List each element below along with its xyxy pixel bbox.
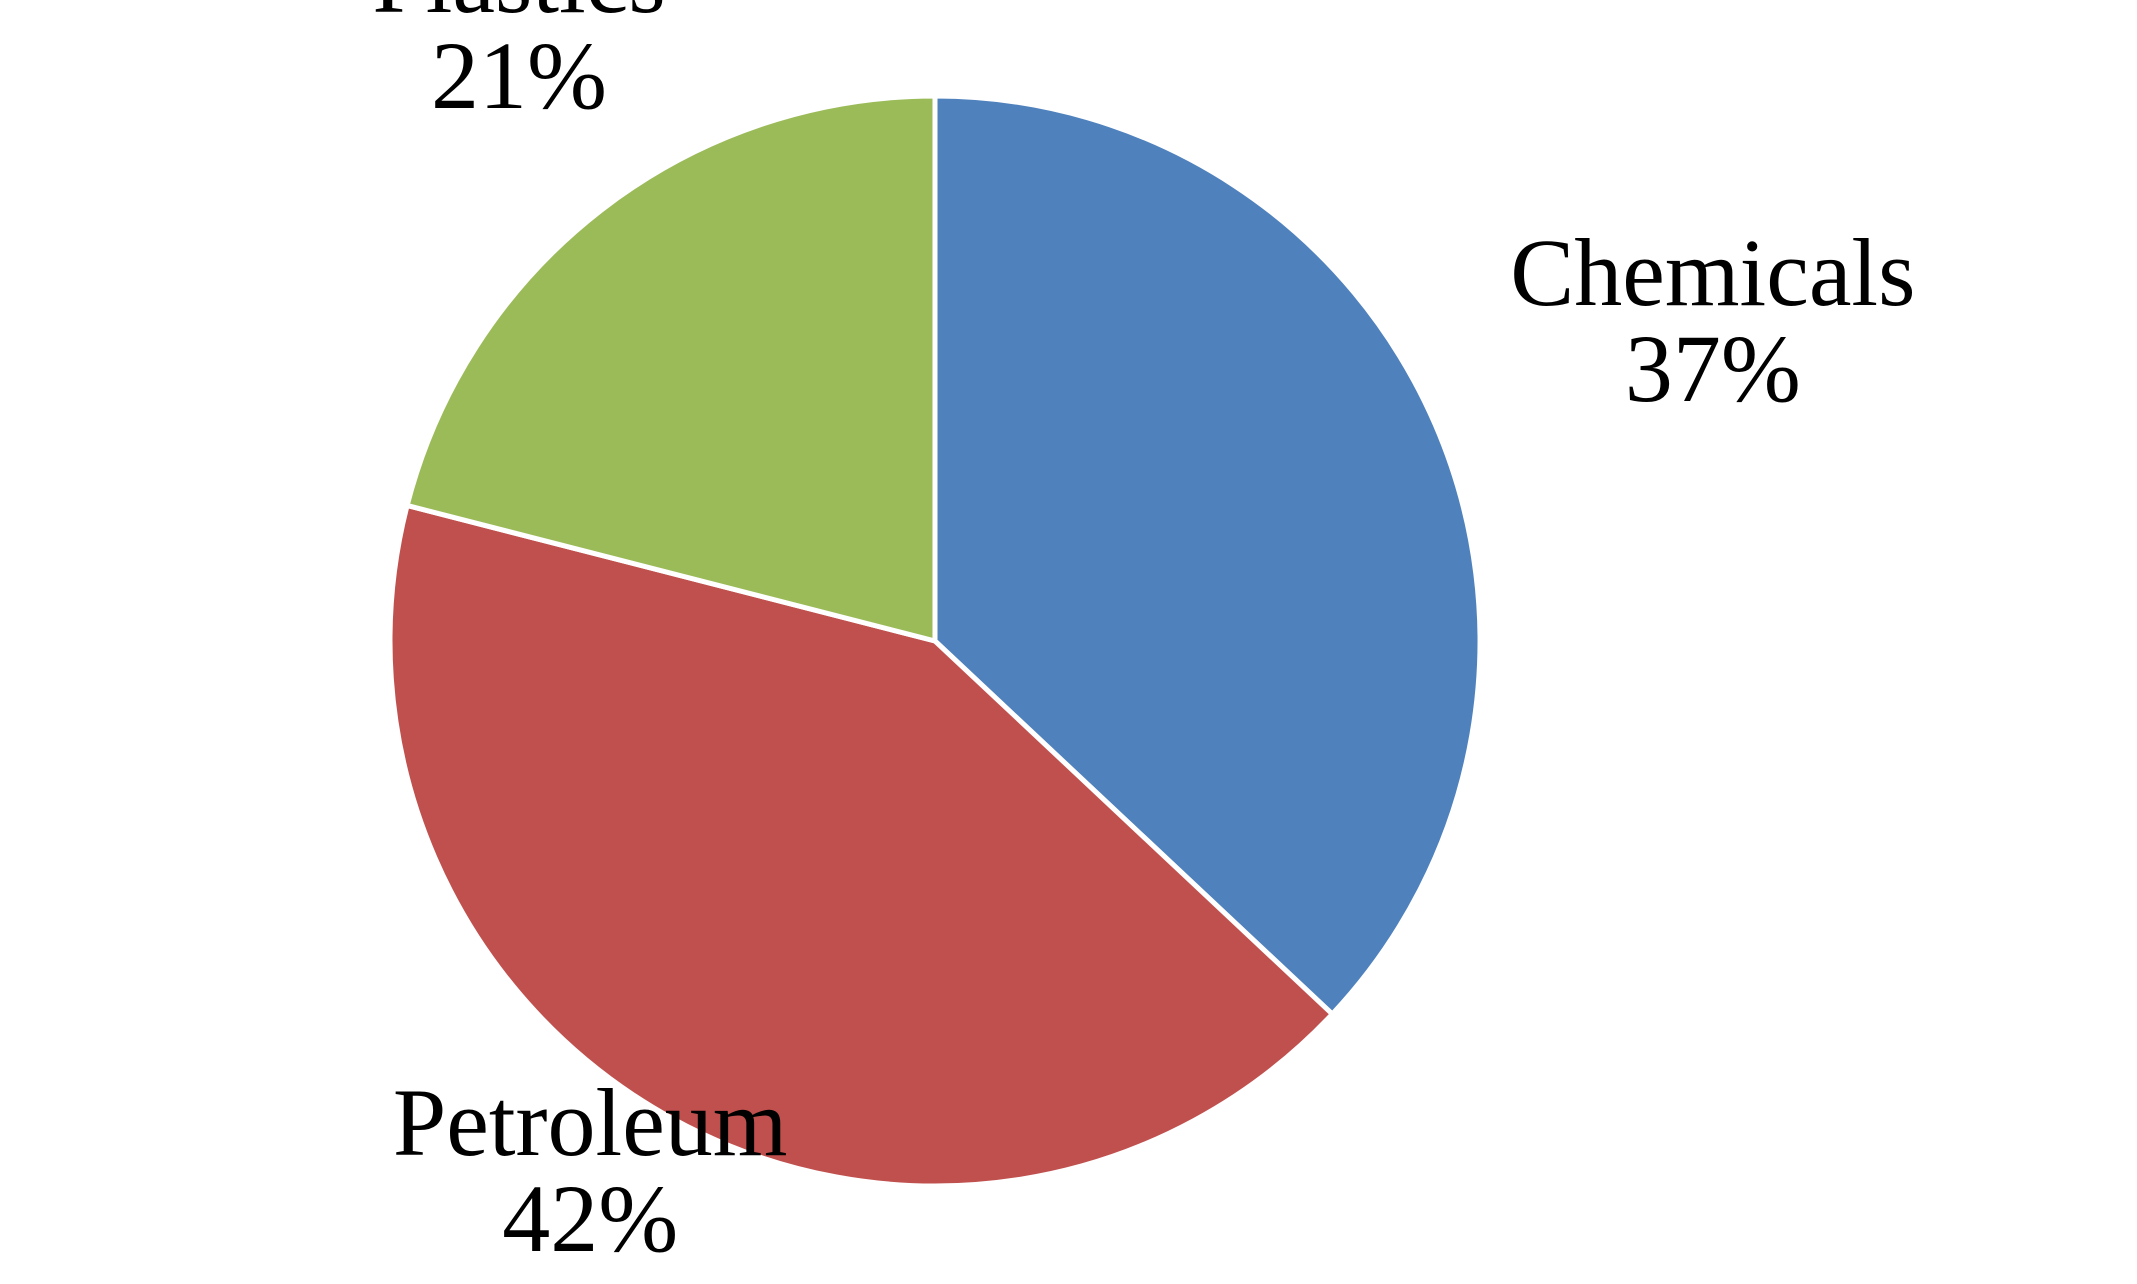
pie-slice-petroleum: [387, 502, 1335, 1189]
slice-category-label: Plastics: [372, 0, 665, 33]
slice-percent-label: 42%: [502, 1165, 678, 1272]
slice-percent-label: 37%: [1625, 315, 1801, 422]
pie-slice-plastics: [404, 93, 938, 644]
pie-slice-chemicals: [932, 93, 1483, 1017]
data-label-plastics: Plastics21%: [372, 0, 665, 129]
slice-category-label: Chemicals: [1510, 219, 1915, 326]
slice-percent-label: 21%: [431, 22, 607, 129]
slice-category-label: Petroleum: [393, 1069, 788, 1176]
pie-slices: [387, 93, 1483, 1189]
